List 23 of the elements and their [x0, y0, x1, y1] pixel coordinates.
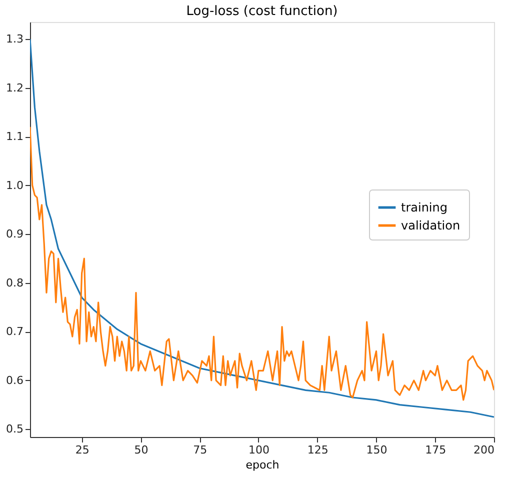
line-series	[30, 38, 494, 418]
x-tick-label: 100	[248, 444, 270, 456]
x-tick-label: 150	[366, 444, 388, 456]
x-tick-label: 125	[307, 444, 328, 456]
y-tick-label: 1.0	[6, 178, 24, 192]
y-tick-label: 0.8	[6, 276, 24, 290]
x-tick-label: 25	[75, 444, 90, 456]
legend-label: training	[401, 200, 448, 214]
chart-title: Log-loss (cost function)	[186, 4, 338, 19]
line-series	[30, 126, 494, 401]
x-tick-label: 75	[193, 444, 208, 456]
x-tick-label: 50	[134, 444, 148, 456]
legend-label: validation	[401, 218, 460, 232]
y-tick-label: 0.9	[6, 228, 24, 241]
x-tick-label: 200	[474, 444, 494, 456]
y-tick-label: 1.3	[6, 32, 24, 46]
y-tick-label: 0.7	[6, 325, 24, 338]
y-tick-label: 0.6	[6, 374, 24, 387]
y-tick-label: 1.2	[6, 81, 24, 94]
x-tick-label: 175	[425, 444, 446, 456]
y-tick-label: 1.1	[6, 130, 24, 144]
x-axis-title: epoch	[246, 458, 280, 472]
y-tick-label: 0.5	[6, 422, 24, 436]
